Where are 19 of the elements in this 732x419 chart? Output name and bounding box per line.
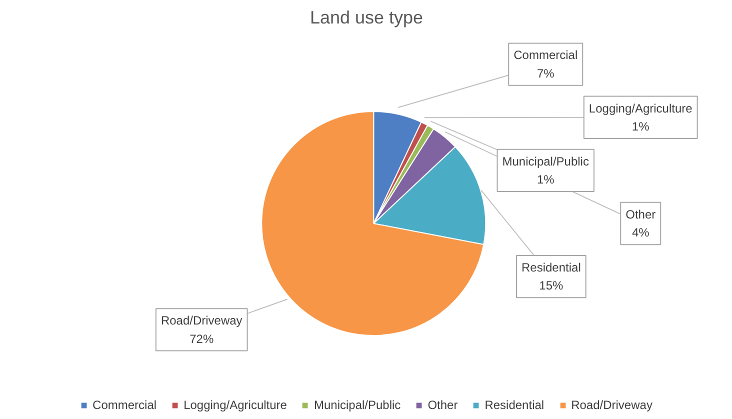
- slice-label: Logging/Agriculture: [588, 101, 693, 116]
- slice-label: Other: [626, 207, 656, 222]
- legend-label: Road/Driveway: [571, 398, 652, 412]
- slice-label: Road/Driveway: [160, 314, 242, 328]
- legend-label: Other: [428, 398, 458, 412]
- data-label: 1%: [536, 172, 555, 187]
- legend-label: Commercial: [92, 398, 157, 412]
- data-label: 7%: [536, 66, 555, 80]
- slice-label: Municipal/Public: [502, 154, 589, 168]
- legend-label: Logging/Agriculture: [184, 398, 287, 412]
- data-label: 4%: [632, 226, 650, 240]
- slice-label: Commercial: [514, 48, 578, 62]
- data-label: 1%: [632, 119, 650, 134]
- data-label: 72%: [190, 332, 214, 346]
- chart-title: Land use type: [310, 8, 424, 28]
- data-label: 15%: [539, 278, 564, 293]
- slice-label: Residential: [521, 260, 581, 274]
- legend-label: Residential: [484, 398, 544, 412]
- legend-label: Municipal/Public: [314, 398, 401, 412]
